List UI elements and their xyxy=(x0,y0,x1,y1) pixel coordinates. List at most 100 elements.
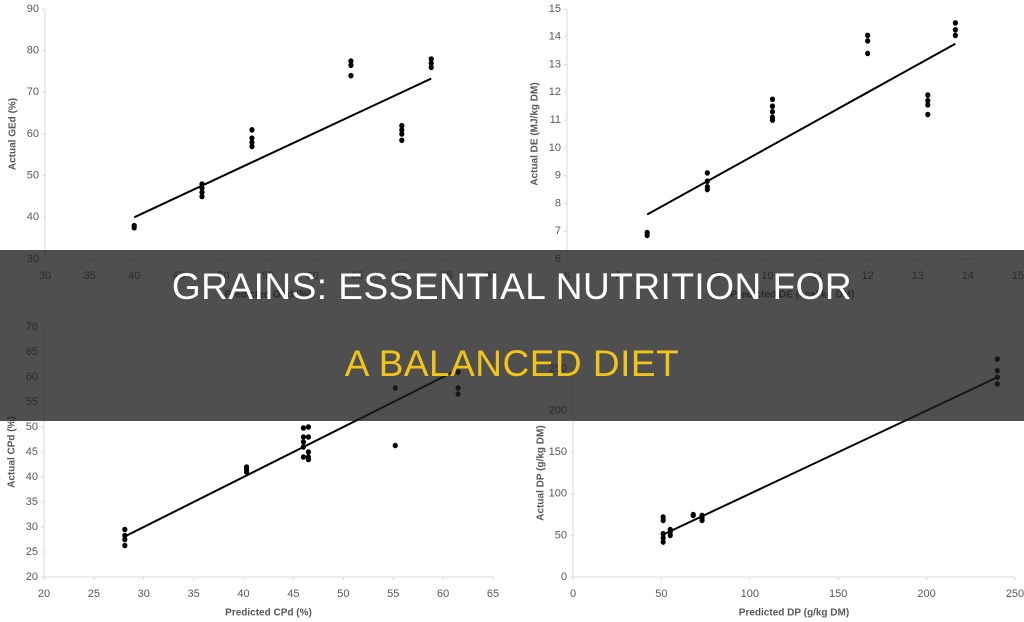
y-tick-label: 60 xyxy=(27,128,39,140)
y-tick-label: 25 xyxy=(26,546,38,558)
y-tick-label: 15 xyxy=(549,3,561,15)
x-tick-label: 50 xyxy=(337,588,349,600)
y-tick-label: 40 xyxy=(26,471,38,483)
point xyxy=(644,229,650,236)
x-tick-label: 20 xyxy=(38,588,50,600)
point xyxy=(300,439,307,445)
point xyxy=(428,60,434,66)
y-tick-label: 9 xyxy=(555,170,561,182)
point xyxy=(199,193,205,200)
y-tick-label: 50 xyxy=(555,529,567,541)
x-tick-label: 55 xyxy=(387,588,399,600)
point xyxy=(348,62,354,69)
y-tick-label: 45 xyxy=(26,446,38,458)
y-axis-label: Actual GEd (%) xyxy=(8,98,19,170)
point xyxy=(952,27,958,33)
y-tick-label: 90 xyxy=(27,3,39,15)
point xyxy=(122,542,128,549)
y-tick-label: 8 xyxy=(555,197,561,209)
point xyxy=(769,103,776,110)
point xyxy=(769,114,776,121)
point xyxy=(660,514,666,520)
point xyxy=(243,464,250,470)
point xyxy=(300,454,307,460)
point xyxy=(952,32,958,39)
point xyxy=(704,183,710,190)
x-tick-label: 250 xyxy=(1006,588,1024,600)
x-tick-label: 65 xyxy=(487,588,499,600)
y-tick-label: 150 xyxy=(549,446,567,458)
y-tick-label: 30 xyxy=(26,521,38,533)
point xyxy=(660,539,666,545)
x-tick-label: 30 xyxy=(138,588,150,600)
point xyxy=(122,536,128,543)
point xyxy=(925,102,931,108)
y-tick-label: 40 xyxy=(27,211,39,223)
point xyxy=(305,454,312,460)
point xyxy=(122,526,128,533)
point xyxy=(249,127,255,133)
point xyxy=(131,222,137,229)
point xyxy=(865,38,871,44)
point xyxy=(399,122,405,129)
point xyxy=(925,97,931,104)
point xyxy=(399,127,405,133)
point xyxy=(392,442,398,449)
x-tick-label: 100 xyxy=(741,588,759,600)
y-tick-label: 50 xyxy=(26,421,38,433)
point xyxy=(704,170,710,176)
point xyxy=(925,111,931,118)
x-tick-label: 45 xyxy=(287,588,299,600)
point xyxy=(199,189,205,196)
point xyxy=(399,137,405,144)
x-tick-label: 60 xyxy=(437,588,449,600)
y-tick-label: 0 xyxy=(561,571,567,583)
point xyxy=(690,511,696,518)
y-tick-label: 70 xyxy=(27,86,39,98)
point xyxy=(428,56,434,62)
x-tick-label: 50 xyxy=(655,588,667,600)
point xyxy=(865,50,871,57)
y-tick-label: 20 xyxy=(26,571,38,583)
point xyxy=(399,131,405,137)
point xyxy=(865,32,871,39)
point xyxy=(428,64,434,71)
x-tick-label: 150 xyxy=(829,588,847,600)
point xyxy=(305,424,312,430)
y-tick-label: 12 xyxy=(549,86,561,98)
trend-line xyxy=(646,42,956,216)
point xyxy=(249,139,255,146)
y-tick-label: 50 xyxy=(27,170,39,182)
y-tick-label: 35 xyxy=(26,496,38,508)
y-axis-label: Actual CPd (%) xyxy=(7,416,18,488)
x-tick-label: 200 xyxy=(917,588,935,600)
point xyxy=(249,143,255,150)
y-tick-label: 11 xyxy=(550,114,561,126)
point xyxy=(249,135,255,141)
point xyxy=(300,434,307,440)
y-tick-label: 7 xyxy=(555,225,561,237)
y-tick-label: 100 xyxy=(549,488,567,500)
y-tick-label: 10 xyxy=(549,142,561,154)
banner-band xyxy=(0,250,1024,421)
point xyxy=(300,425,307,431)
x-tick-label: 25 xyxy=(88,588,100,600)
y-axis-label: Actual DP (g/kg DM) xyxy=(536,425,547,520)
y-axis-label: Actual DE (MJ/kg DM) xyxy=(530,82,541,185)
point xyxy=(925,92,931,98)
y-tick-label: 13 xyxy=(549,58,561,70)
point xyxy=(769,108,776,115)
point xyxy=(660,535,666,541)
point xyxy=(769,96,776,103)
x-tick-label: 35 xyxy=(188,588,200,600)
banner-title: GRAINS: ESSENTIAL NUTRITION FOR xyxy=(172,266,852,307)
x-tick-label: 40 xyxy=(237,588,249,600)
x-tick-label: 0 xyxy=(570,588,576,600)
point xyxy=(348,58,354,64)
point xyxy=(305,449,312,455)
x-axis-label: Predicted DP (g/kg DM) xyxy=(739,608,849,619)
banner-subtitle: A BALANCED DIET xyxy=(345,343,679,384)
point xyxy=(952,20,958,26)
y-tick-label: 14 xyxy=(549,31,561,43)
